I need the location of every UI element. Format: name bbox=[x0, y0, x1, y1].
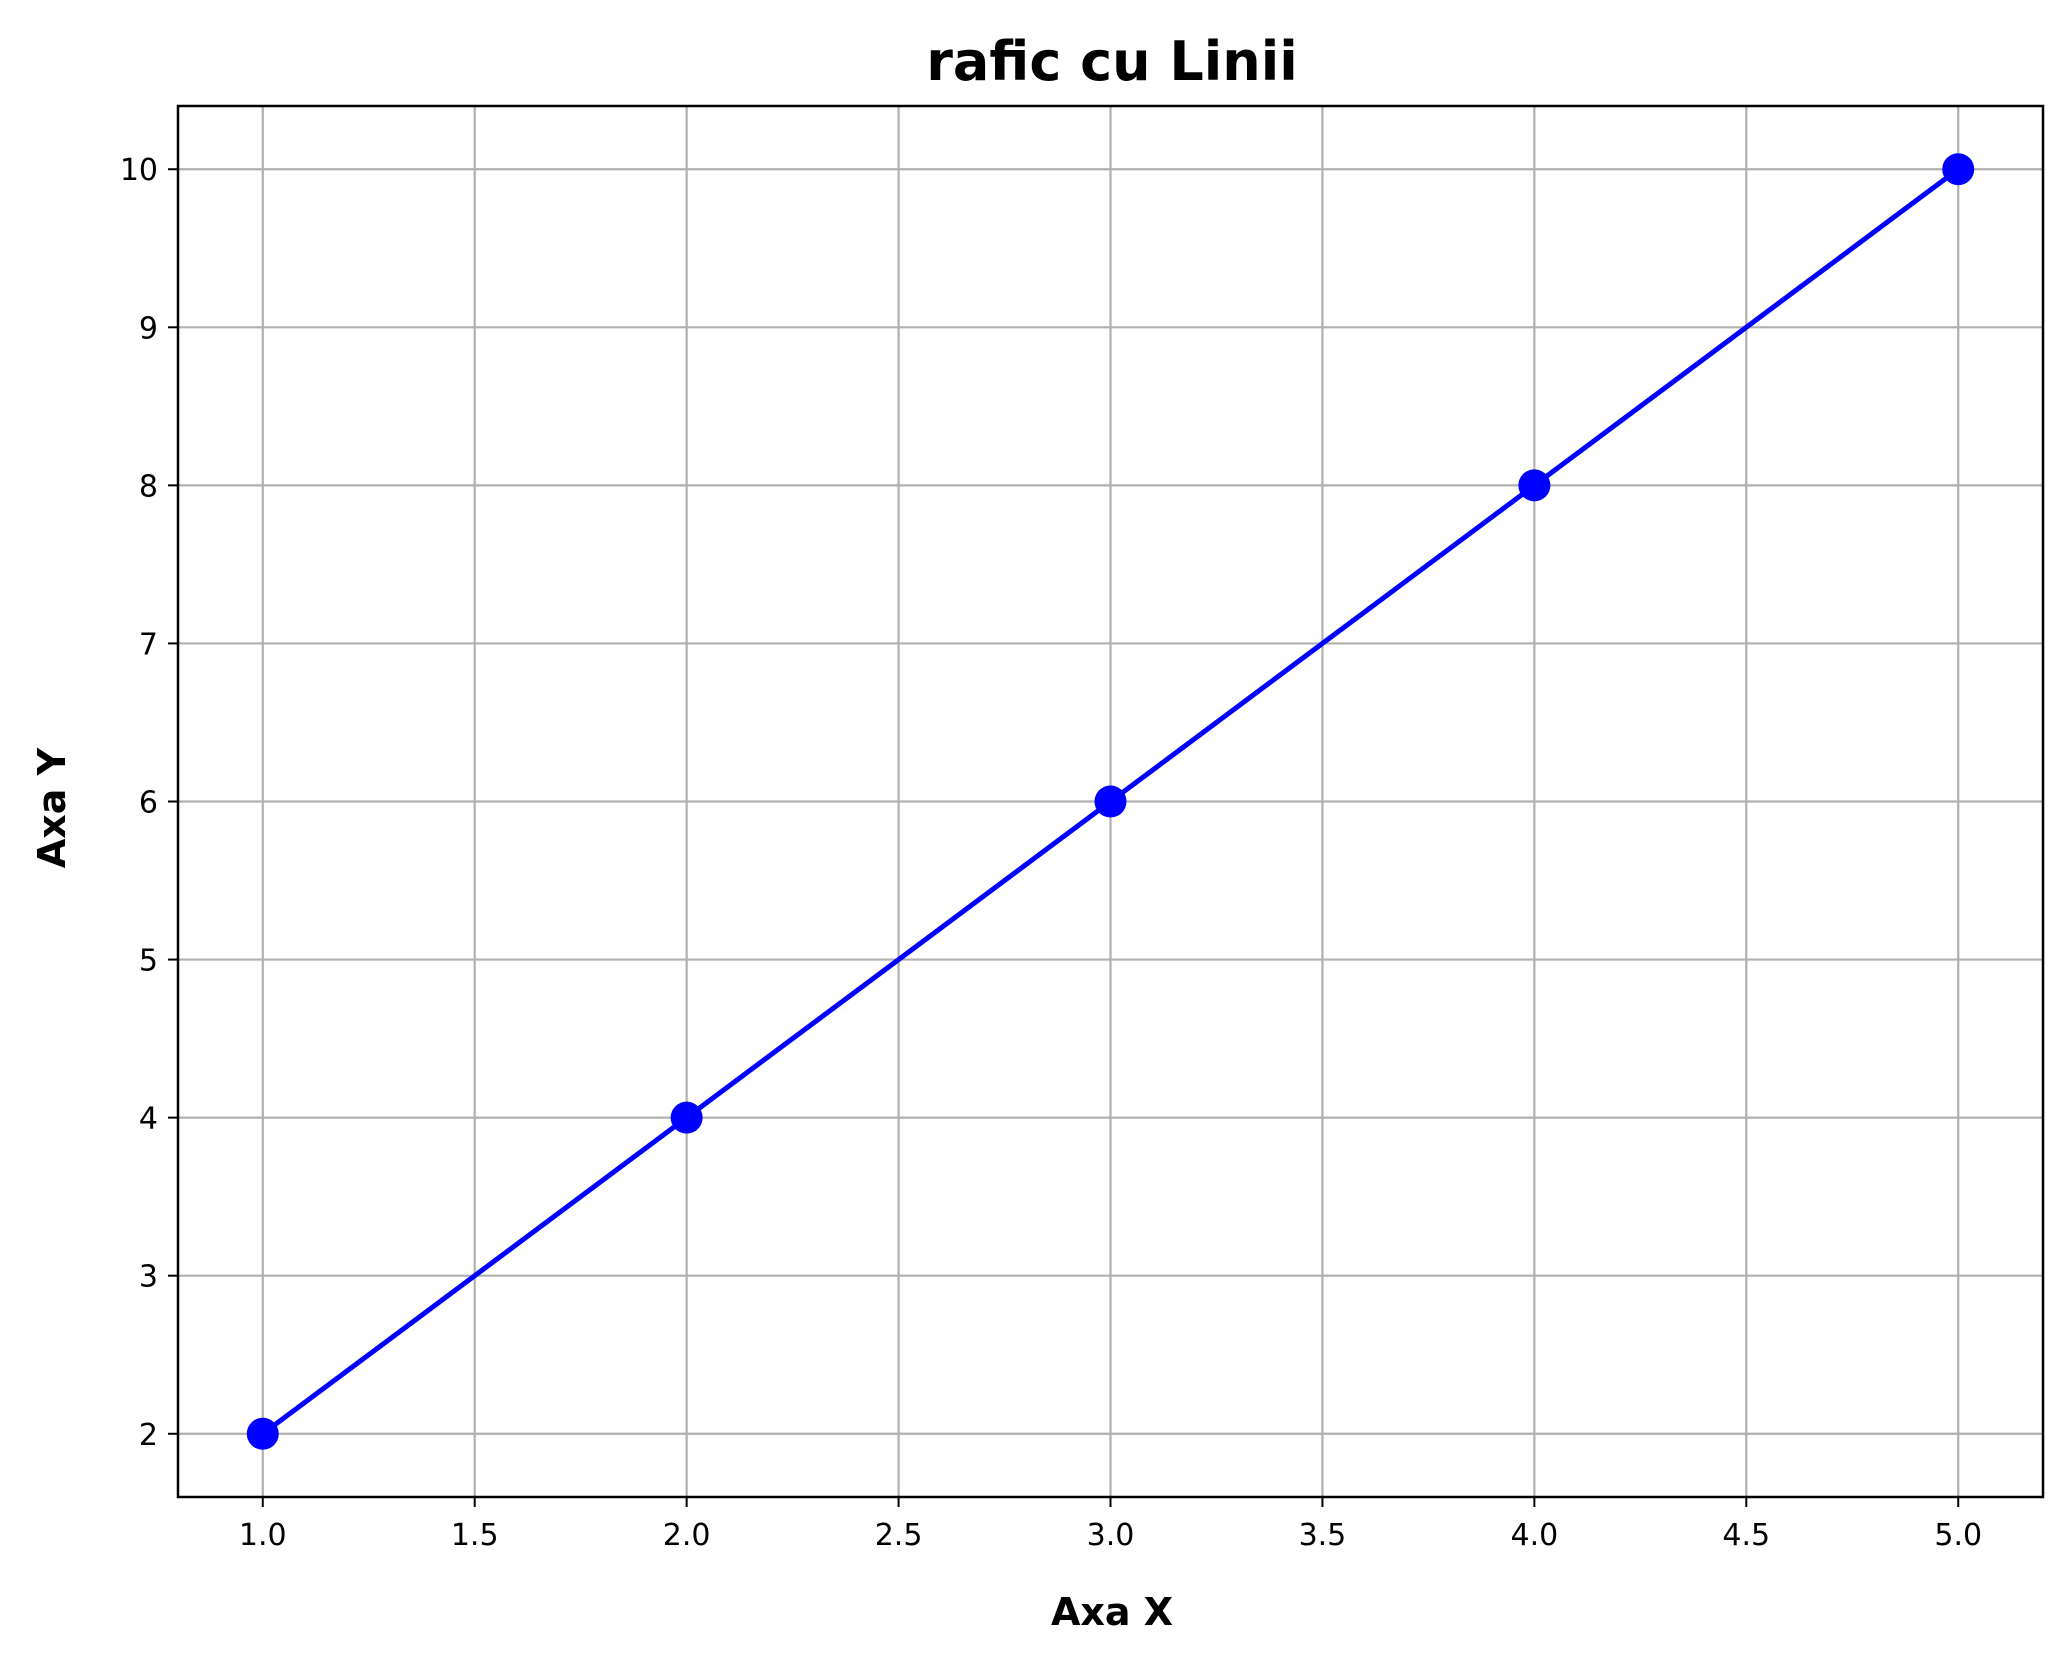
axis-ticks: 1.0 1.5 2.0 2.5 3.0 3.5 4.0 4.5 5.0 2 3 4 5 6 7 8 9 10 bbox=[120, 153, 1982, 1553]
y-tick-label: 8 bbox=[139, 469, 158, 504]
x-axis-label: Axa X bbox=[1051, 1590, 1173, 1634]
series-layer bbox=[246, 153, 1975, 1450]
y-tick-label: 5 bbox=[139, 944, 158, 979]
x-tick-label: 1.5 bbox=[451, 1518, 499, 1553]
x-tick-label: 3.5 bbox=[1299, 1518, 1347, 1553]
data-point bbox=[670, 1101, 703, 1134]
y-tick-label: 4 bbox=[139, 1102, 158, 1137]
y-tick-label: 6 bbox=[139, 786, 158, 821]
x-tick-label: 4.0 bbox=[1511, 1518, 1559, 1553]
y-tick-label: 9 bbox=[139, 311, 158, 346]
y-tick-label: 2 bbox=[139, 1418, 158, 1453]
y-tick-label: 10 bbox=[120, 153, 158, 188]
data-point bbox=[1942, 153, 1975, 186]
y-tick-label: 3 bbox=[139, 1260, 158, 1295]
x-tick-label: 2.5 bbox=[875, 1518, 923, 1553]
data-point bbox=[1518, 469, 1551, 502]
x-tick-label: 4.5 bbox=[1722, 1518, 1770, 1553]
x-tick-label: 5.0 bbox=[1934, 1518, 1982, 1553]
x-tick-label: 3.0 bbox=[1087, 1518, 1135, 1553]
y-axis-label: Axa Y bbox=[30, 747, 74, 868]
x-tick-label: 1.0 bbox=[239, 1518, 287, 1553]
chart-title: rafic cu Linii bbox=[926, 30, 1298, 93]
y-tick-label: 7 bbox=[139, 627, 158, 662]
x-tick-label: 2.0 bbox=[663, 1518, 711, 1553]
data-point bbox=[1094, 785, 1127, 818]
data-point bbox=[246, 1417, 279, 1450]
